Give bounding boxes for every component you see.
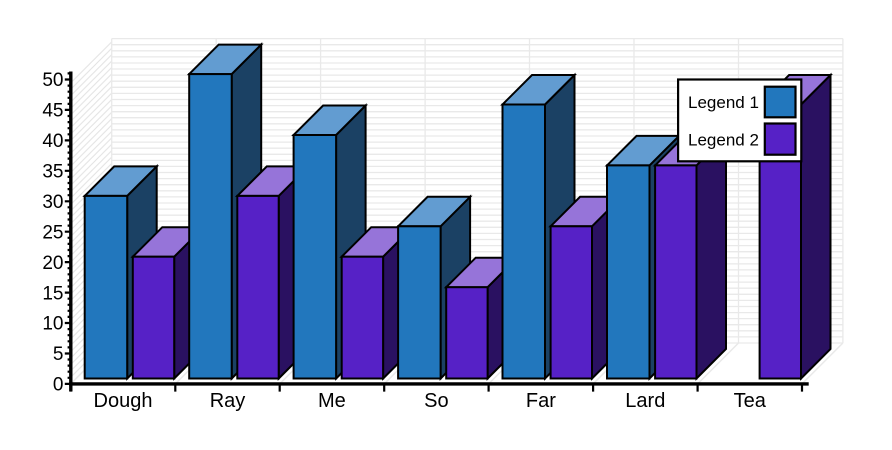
svg-text:35: 35	[42, 162, 63, 183]
svg-text:10: 10	[42, 314, 63, 335]
svg-text:0: 0	[53, 375, 64, 396]
svg-text:25: 25	[42, 222, 63, 243]
svg-text:Dough: Dough	[94, 390, 153, 412]
svg-text:Legend 1: Legend 1	[688, 93, 759, 112]
svg-text:Far: Far	[526, 390, 556, 412]
svg-text:5: 5	[53, 344, 64, 365]
svg-text:45: 45	[42, 101, 63, 122]
svg-text:30: 30	[42, 192, 63, 213]
svg-text:Ray: Ray	[210, 390, 246, 412]
svg-text:40: 40	[42, 131, 63, 152]
svg-text:Tea: Tea	[734, 390, 767, 412]
svg-text:20: 20	[42, 253, 63, 274]
svg-text:50: 50	[42, 70, 63, 91]
svg-text:Me: Me	[318, 390, 346, 412]
svg-text:15: 15	[42, 283, 63, 304]
svg-text:So: So	[424, 390, 448, 412]
svg-text:Lard: Lard	[625, 390, 665, 412]
svg-text:Legend 2: Legend 2	[688, 130, 759, 149]
